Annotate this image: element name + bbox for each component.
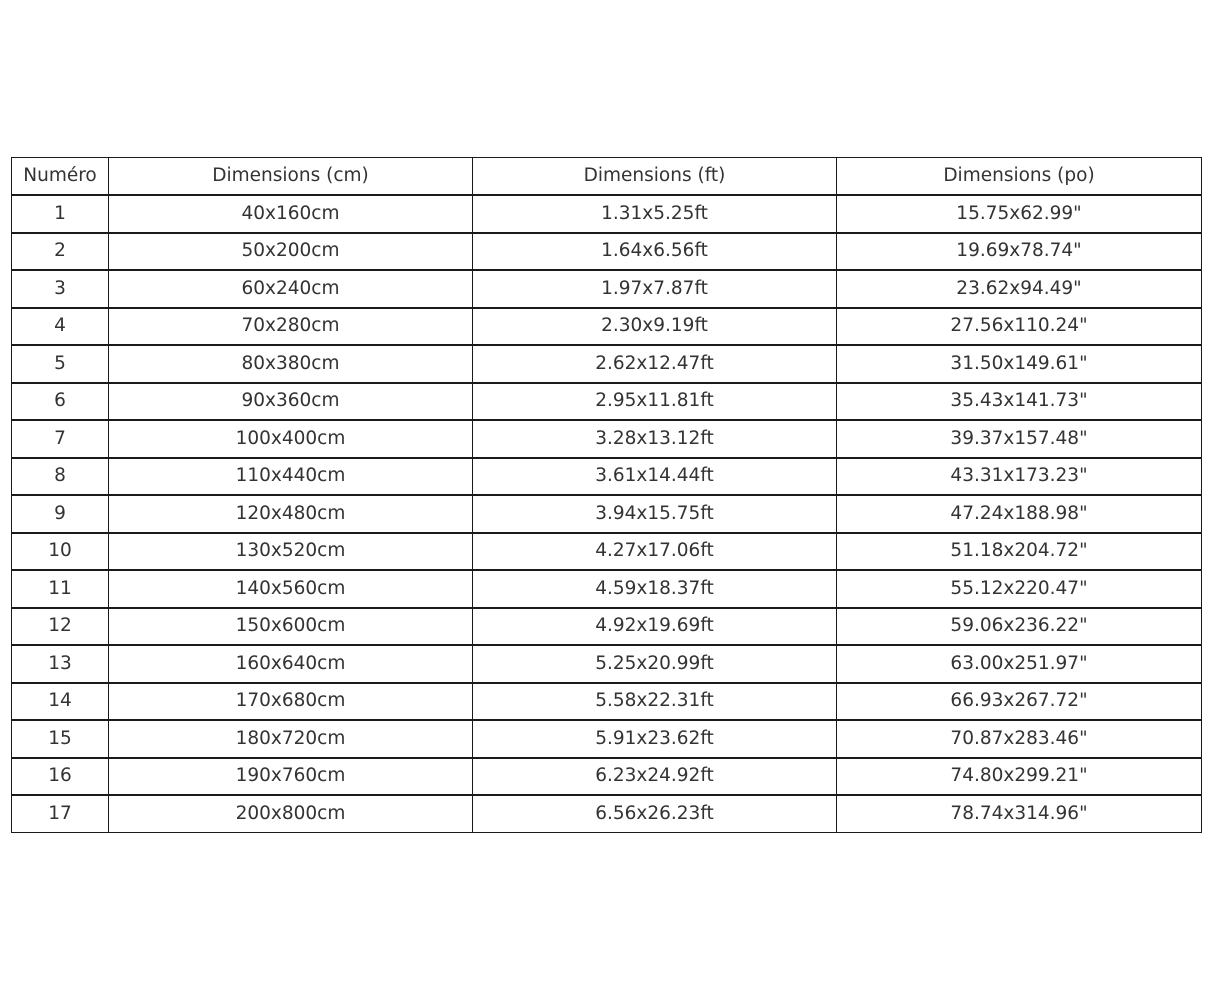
table-row: 12 150x600cm 4.92x19.69ft 59.06x236.22" — [11, 606, 1202, 646]
table-row: 3 60x240cm 1.97x7.87ft 23.62x94.49" — [11, 269, 1202, 309]
cell-dimensions-ft: 5.58x22.31ft — [472, 681, 837, 721]
cell-dimensions-cm: 170x680cm — [108, 681, 473, 721]
table-row: 6 90x360cm 2.95x11.81ft 35.43x141.73" — [11, 381, 1202, 421]
cell-numero: 14 — [11, 681, 109, 721]
cell-dimensions-po: 47.24x188.98" — [836, 494, 1202, 534]
cell-dimensions-po: 39.37x157.48" — [836, 419, 1202, 459]
table-row: 8 110x440cm 3.61x14.44ft 43.31x173.23" — [11, 456, 1202, 496]
cell-dimensions-cm: 160x640cm — [108, 644, 473, 684]
cell-dimensions-ft: 3.61x14.44ft — [472, 456, 837, 496]
cell-numero: 8 — [11, 456, 109, 496]
table-row: 15 180x720cm 5.91x23.62ft 70.87x283.46" — [11, 719, 1202, 759]
table-row: 13 160x640cm 5.25x20.99ft 63.00x251.97" — [11, 644, 1202, 684]
table-row: 9 120x480cm 3.94x15.75ft 47.24x188.98" — [11, 494, 1202, 534]
cell-dimensions-po: 51.18x204.72" — [836, 531, 1202, 571]
cell-dimensions-po: 27.56x110.24" — [836, 306, 1202, 346]
dimensions-table: Numéro Dimensions (cm) Dimensions (ft) D… — [11, 157, 1202, 833]
cell-dimensions-ft: 5.25x20.99ft — [472, 644, 837, 684]
cell-dimensions-ft: 5.91x23.62ft — [472, 719, 837, 759]
cell-dimensions-cm: 80x380cm — [108, 344, 473, 384]
cell-dimensions-ft: 6.56x26.23ft — [472, 794, 837, 833]
cell-dimensions-cm: 60x240cm — [108, 269, 473, 309]
table-row: 4 70x280cm 2.30x9.19ft 27.56x110.24" — [11, 306, 1202, 346]
cell-dimensions-po: 31.50x149.61" — [836, 344, 1202, 384]
cell-dimensions-po: 19.69x78.74" — [836, 231, 1202, 271]
cell-dimensions-cm: 90x360cm — [108, 381, 473, 421]
table-row: 14 170x680cm 5.58x22.31ft 66.93x267.72" — [11, 681, 1202, 721]
table-row: 2 50x200cm 1.64x6.56ft 19.69x78.74" — [11, 231, 1202, 271]
column-header-dimensions-cm: Dimensions (cm) — [108, 157, 473, 196]
table-row: 11 140x560cm 4.59x18.37ft 55.12x220.47" — [11, 569, 1202, 609]
cell-dimensions-ft: 4.27x17.06ft — [472, 531, 837, 571]
cell-dimensions-po: 78.74x314.96" — [836, 794, 1202, 833]
cell-numero: 3 — [11, 269, 109, 309]
cell-dimensions-cm: 110x440cm — [108, 456, 473, 496]
cell-dimensions-cm: 190x760cm — [108, 756, 473, 796]
cell-dimensions-cm: 100x400cm — [108, 419, 473, 459]
column-header-dimensions-ft: Dimensions (ft) — [472, 157, 837, 196]
cell-dimensions-po: 66.93x267.72" — [836, 681, 1202, 721]
table-row: 1 40x160cm 1.31x5.25ft 15.75x62.99" — [11, 194, 1202, 234]
cell-dimensions-ft: 4.59x18.37ft — [472, 569, 837, 609]
cell-dimensions-po: 15.75x62.99" — [836, 194, 1202, 234]
cell-dimensions-cm: 70x280cm — [108, 306, 473, 346]
table-row: 5 80x380cm 2.62x12.47ft 31.50x149.61" — [11, 344, 1202, 384]
cell-dimensions-cm: 200x800cm — [108, 794, 473, 833]
table-header: Numéro Dimensions (cm) Dimensions (ft) D… — [11, 157, 1202, 196]
cell-dimensions-po: 43.31x173.23" — [836, 456, 1202, 496]
table-row: 10 130x520cm 4.27x17.06ft 51.18x204.72" — [11, 531, 1202, 571]
cell-numero: 7 — [11, 419, 109, 459]
table-header-row: Numéro Dimensions (cm) Dimensions (ft) D… — [11, 157, 1202, 196]
cell-dimensions-ft: 4.92x19.69ft — [472, 606, 837, 646]
cell-numero: 17 — [11, 794, 109, 833]
table-row: 17 200x800cm 6.56x26.23ft 78.74x314.96" — [11, 794, 1202, 833]
cell-numero: 9 — [11, 494, 109, 534]
dimensions-table-container: Numéro Dimensions (cm) Dimensions (ft) D… — [11, 157, 1202, 833]
cell-dimensions-cm: 40x160cm — [108, 194, 473, 234]
cell-dimensions-cm: 130x520cm — [108, 531, 473, 571]
cell-dimensions-po: 70.87x283.46" — [836, 719, 1202, 759]
cell-dimensions-cm: 140x560cm — [108, 569, 473, 609]
cell-numero: 6 — [11, 381, 109, 421]
cell-dimensions-ft: 1.97x7.87ft — [472, 269, 837, 309]
cell-dimensions-po: 23.62x94.49" — [836, 269, 1202, 309]
cell-dimensions-ft: 2.62x12.47ft — [472, 344, 837, 384]
cell-numero: 12 — [11, 606, 109, 646]
cell-dimensions-cm: 150x600cm — [108, 606, 473, 646]
cell-dimensions-po: 63.00x251.97" — [836, 644, 1202, 684]
cell-dimensions-ft: 1.31x5.25ft — [472, 194, 837, 234]
cell-dimensions-po: 55.12x220.47" — [836, 569, 1202, 609]
cell-dimensions-cm: 180x720cm — [108, 719, 473, 759]
table-row: 7 100x400cm 3.28x13.12ft 39.37x157.48" — [11, 419, 1202, 459]
cell-dimensions-ft: 3.94x15.75ft — [472, 494, 837, 534]
cell-numero: 5 — [11, 344, 109, 384]
cell-dimensions-po: 74.80x299.21" — [836, 756, 1202, 796]
cell-numero: 1 — [11, 194, 109, 234]
cell-dimensions-ft: 2.95x11.81ft — [472, 381, 837, 421]
cell-dimensions-ft: 3.28x13.12ft — [472, 419, 837, 459]
cell-dimensions-ft: 6.23x24.92ft — [472, 756, 837, 796]
cell-dimensions-cm: 50x200cm — [108, 231, 473, 271]
cell-dimensions-ft: 1.64x6.56ft — [472, 231, 837, 271]
cell-numero: 11 — [11, 569, 109, 609]
column-header-numero: Numéro — [11, 157, 109, 196]
cell-dimensions-cm: 120x480cm — [108, 494, 473, 534]
column-header-dimensions-po: Dimensions (po) — [836, 157, 1202, 196]
table-row: 16 190x760cm 6.23x24.92ft 74.80x299.21" — [11, 756, 1202, 796]
cell-numero: 16 — [11, 756, 109, 796]
cell-dimensions-ft: 2.30x9.19ft — [472, 306, 837, 346]
table-body: 1 40x160cm 1.31x5.25ft 15.75x62.99" 2 50x200c… — [11, 194, 1202, 833]
cell-numero: 15 — [11, 719, 109, 759]
cell-numero: 2 — [11, 231, 109, 271]
cell-dimensions-po: 59.06x236.22" — [836, 606, 1202, 646]
cell-numero: 4 — [11, 306, 109, 346]
cell-numero: 13 — [11, 644, 109, 684]
cell-numero: 10 — [11, 531, 109, 571]
cell-dimensions-po: 35.43x141.73" — [836, 381, 1202, 421]
